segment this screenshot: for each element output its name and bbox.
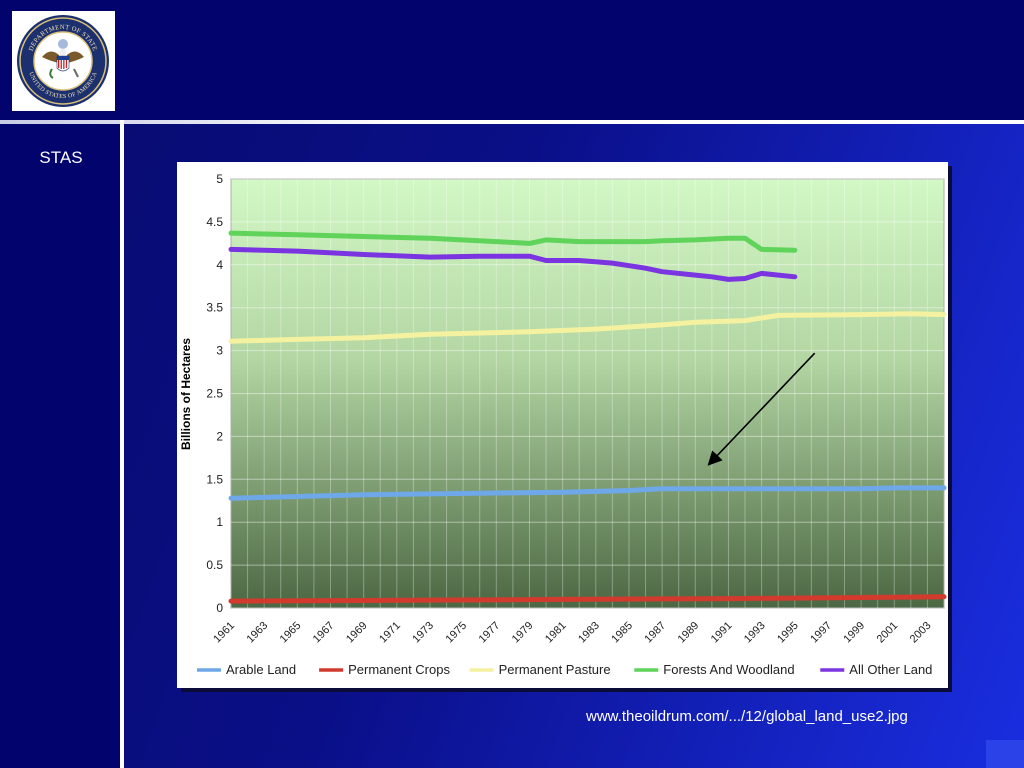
sidebar-divider	[120, 120, 124, 768]
annotation-arrow	[707, 352, 816, 466]
y-tick-label: 1.5	[206, 472, 223, 486]
x-tick-label: 1971	[377, 620, 403, 646]
x-tick-label: 2001	[875, 620, 901, 646]
x-tick-label: 1995	[775, 620, 801, 646]
x-tick-label: 1997	[808, 620, 834, 646]
header-bar	[0, 0, 1024, 120]
series-line-arable-land	[228, 485, 947, 501]
gridlines	[230, 178, 945, 609]
y-axis-label: Billions of Hectares	[179, 338, 193, 450]
legend-label: Permanent Pasture	[499, 662, 611, 677]
y-tick-label: 3.5	[206, 301, 223, 315]
x-axis: 1961 1963 1965 1967 1969 1971 1973 1975 1977 1979…	[211, 620, 933, 646]
x-tick-label: 1963	[244, 620, 270, 646]
x-tick-label: 1991	[709, 620, 735, 646]
legend-label: Forests And Woodland	[663, 662, 794, 677]
y-tick-label: 0.5	[206, 558, 223, 572]
x-tick-label: 1961	[211, 620, 237, 646]
legend-label: Arable Land	[226, 662, 296, 677]
legend-label: Permanent Crops	[348, 662, 450, 677]
series-line-permanent-crops	[228, 594, 947, 604]
series-line-permanent-pasture	[228, 311, 947, 344]
y-tick-label: 1	[216, 515, 223, 529]
y-axis: 0 0.5 1 1.5 2 2.5 3 3.5 4 4.5 5	[206, 172, 223, 615]
corner-decoration	[986, 740, 1024, 768]
chart-panel: 0 0.5 1 1.5 2 2.5 3 3.5 4 4.5 5 1961 1963 1965 1967 19…	[177, 162, 948, 688]
land-use-chart: 00.511.522.533.544.55 1961 1963 1965 1967 19…	[179, 172, 947, 677]
legend-label: All Other Land	[849, 662, 932, 677]
chart-legend: Arable Land Permanent Crops Permanent Past…	[197, 662, 932, 677]
x-tick-label: 1977	[477, 620, 503, 646]
annotations	[707, 352, 816, 466]
plot-area	[230, 178, 945, 609]
x-tick-label: 1981	[543, 620, 569, 646]
sidebar	[0, 0, 122, 768]
x-tick-label: 1987	[642, 620, 668, 646]
header-divider	[0, 120, 1024, 124]
x-tick-label: 1969	[344, 620, 370, 646]
x-tick-label: 1989	[676, 620, 702, 646]
x-tick-label: 1993	[742, 620, 768, 646]
department-of-state-seal-icon: DEPARTMENT OF STATE UNITED STATES OF AME…	[12, 11, 115, 111]
x-tick-label: 1999	[841, 620, 867, 646]
x-tick-label: 1965	[278, 620, 304, 646]
source-link[interactable]: www.theoildrum.com/.../12/global_land_us…	[586, 708, 908, 725]
series-line-forests-and-woodland	[228, 230, 798, 253]
x-tick-label: 1979	[510, 620, 536, 646]
y-tick-label: 5	[216, 172, 223, 186]
y-tick-label: 4	[216, 258, 223, 272]
nav-label: STAS	[39, 148, 83, 167]
x-tick-label: 1967	[311, 620, 337, 646]
y-tick-label: 2.5	[206, 387, 223, 401]
y-tick-label: 4.5	[206, 215, 223, 229]
series-line-all-other-land	[228, 246, 798, 282]
x-tick-label: 1983	[576, 620, 602, 646]
x-tick-label: 1975	[443, 620, 469, 646]
x-tick-label: 2003	[908, 620, 934, 646]
y-tick-label: 0	[216, 601, 223, 615]
y-tick-label: 3	[216, 344, 223, 358]
x-tick-label: 1973	[410, 620, 436, 646]
y-tick-label: 2	[216, 429, 223, 443]
x-tick-label: 1985	[609, 620, 635, 646]
series-lines	[228, 230, 947, 604]
